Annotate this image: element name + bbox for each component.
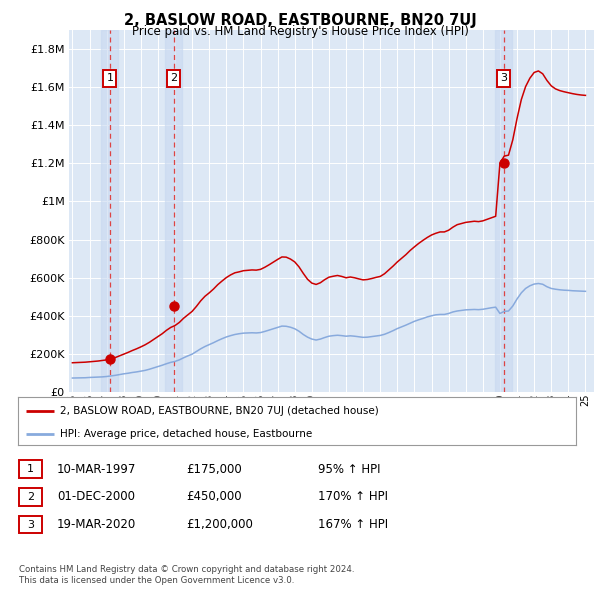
Text: £175,000: £175,000 [186, 463, 242, 476]
Text: 2, BASLOW ROAD, EASTBOURNE, BN20 7UJ (detached house): 2, BASLOW ROAD, EASTBOURNE, BN20 7UJ (de… [60, 405, 379, 415]
Text: 3: 3 [27, 520, 34, 529]
Text: 3: 3 [500, 74, 507, 83]
Text: £1,200,000: £1,200,000 [186, 518, 253, 531]
Text: 1: 1 [27, 464, 34, 474]
Text: 2, BASLOW ROAD, EASTBOURNE, BN20 7UJ: 2, BASLOW ROAD, EASTBOURNE, BN20 7UJ [124, 13, 476, 28]
Text: 2: 2 [170, 74, 177, 83]
Text: 2: 2 [27, 492, 34, 502]
Text: HPI: Average price, detached house, Eastbourne: HPI: Average price, detached house, East… [60, 429, 312, 439]
Text: £450,000: £450,000 [186, 490, 242, 503]
Text: Contains HM Land Registry data © Crown copyright and database right 2024.
This d: Contains HM Land Registry data © Crown c… [19, 565, 355, 585]
Text: 167% ↑ HPI: 167% ↑ HPI [318, 518, 388, 531]
Bar [165, 30, 182, 392]
Text: 170% ↑ HPI: 170% ↑ HPI [318, 490, 388, 503]
Text: 10-MAR-1997: 10-MAR-1997 [57, 463, 136, 476]
Text: 01-DEC-2000: 01-DEC-2000 [57, 490, 135, 503]
Text: 19-MAR-2020: 19-MAR-2020 [57, 518, 136, 531]
Bar [101, 30, 118, 392]
Text: 95% ↑ HPI: 95% ↑ HPI [318, 463, 380, 476]
Text: 1: 1 [106, 74, 113, 83]
Text: Price paid vs. HM Land Registry's House Price Index (HPI): Price paid vs. HM Land Registry's House … [131, 25, 469, 38]
Bar [495, 30, 512, 392]
